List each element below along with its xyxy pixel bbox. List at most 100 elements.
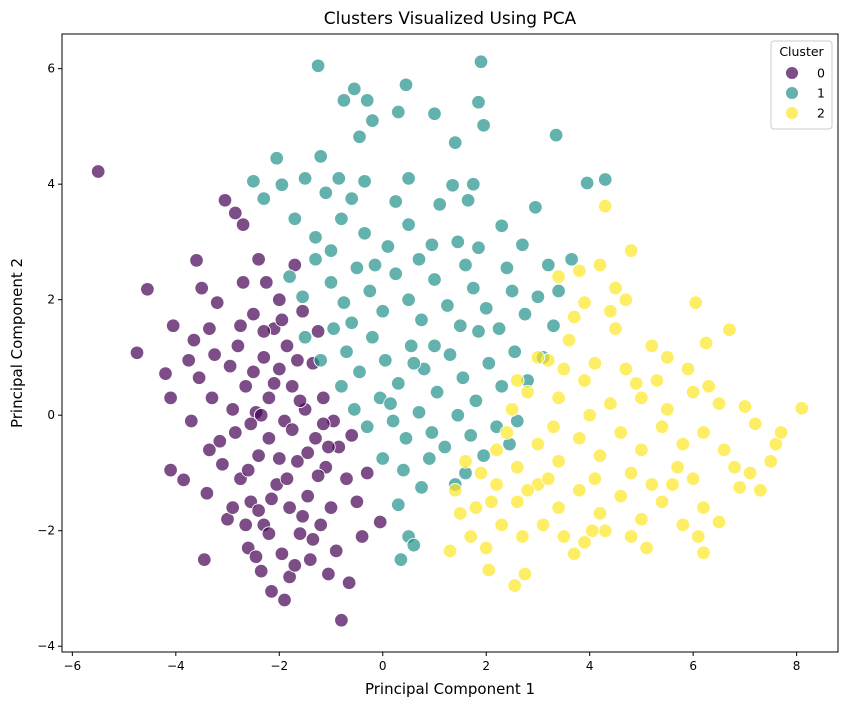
point-cluster-0-72 [349, 494, 365, 510]
point-cluster-0-66 [328, 543, 344, 559]
point-cluster-1-70 [403, 338, 419, 354]
plot-points-layer [90, 54, 810, 628]
point-cluster-1-41 [564, 252, 579, 267]
point-cluster-0-73 [354, 529, 370, 544]
point-cluster-1-42 [282, 269, 297, 284]
point-cluster-2-35 [696, 425, 711, 440]
point-cluster-2-86 [608, 321, 623, 336]
legend-label-2: 2 [817, 106, 825, 121]
point-cluster-2-25 [685, 384, 701, 400]
point-cluster-2-64 [639, 540, 654, 556]
point-cluster-2-7 [644, 338, 660, 354]
point-cluster-1-24 [528, 200, 543, 215]
point-cluster-1-113 [388, 194, 403, 209]
point-cluster-1-4 [398, 77, 414, 93]
point-cluster-1-28 [256, 191, 272, 206]
point-cluster-0-11 [197, 552, 212, 567]
point-cluster-0-85 [246, 364, 261, 380]
point-cluster-1-75 [468, 393, 484, 409]
point-cluster-1-53 [427, 272, 442, 287]
point-cluster-1-10 [359, 93, 375, 108]
point-cluster-2-56 [613, 488, 628, 504]
point-cluster-1-67 [365, 329, 380, 345]
point-cluster-0-35 [259, 275, 274, 290]
point-cluster-0-102 [238, 517, 253, 533]
point-cluster-1-63 [313, 353, 328, 368]
point-cluster-0-55 [300, 488, 315, 504]
y-tick-label-2: 0 [47, 408, 55, 422]
point-cluster-0-64 [323, 500, 339, 515]
point-cluster-0-107 [321, 439, 336, 455]
point-cluster-0-3 [158, 366, 173, 381]
y-tick-label-4: 4 [47, 177, 55, 191]
point-cluster-0-30 [251, 252, 266, 267]
point-cluster-2-34 [716, 442, 732, 458]
point-cluster-2-9 [698, 335, 714, 351]
point-cluster-2-62 [691, 529, 706, 544]
point-cluster-1-104 [323, 243, 339, 258]
point-cluster-0-38 [264, 584, 279, 599]
point-cluster-0-46 [279, 338, 295, 354]
point-cluster-0-100 [186, 332, 202, 348]
x-tick-label-0: −6 [63, 659, 81, 673]
point-cluster-0-90 [272, 451, 287, 466]
point-cluster-0-42 [272, 361, 287, 377]
point-cluster-0-58 [308, 431, 323, 446]
point-cluster-0-95 [295, 509, 310, 524]
point-cluster-2-84 [773, 425, 789, 440]
point-cluster-0-15 [212, 433, 228, 449]
point-cluster-0-70 [341, 575, 357, 590]
point-cluster-0-76 [184, 413, 199, 429]
point-cluster-2-83 [742, 465, 758, 481]
point-cluster-2-79 [585, 523, 600, 538]
point-cluster-1-95 [396, 462, 411, 478]
point-cluster-1-14 [269, 150, 284, 166]
point-cluster-0-106 [292, 393, 308, 409]
point-cluster-2-90 [623, 465, 639, 481]
point-cluster-2-100 [577, 295, 592, 310]
point-cluster-2-53 [551, 500, 566, 515]
point-cluster-0-52 [292, 526, 308, 541]
point-cluster-2-59 [675, 517, 691, 533]
point-cluster-0-87 [256, 324, 272, 339]
point-cluster-1-80 [334, 379, 349, 394]
point-cluster-2-81 [665, 477, 680, 492]
point-cluster-1-44 [308, 252, 323, 267]
y-tick-label-1: −2 [37, 524, 55, 538]
point-cluster-2-61 [711, 514, 727, 530]
point-cluster-2-95 [587, 471, 603, 486]
y-axis: −4 −2 0 2 4 6 [37, 62, 62, 653]
point-cluster-2-63 [696, 545, 711, 560]
point-cluster-1-69 [391, 376, 406, 391]
point-cluster-1-73 [442, 347, 458, 362]
point-cluster-1-19 [344, 191, 359, 206]
point-cluster-0-78 [199, 485, 215, 501]
point-cluster-1-81 [347, 402, 362, 417]
point-cluster-2-44 [510, 459, 525, 475]
point-cluster-0-49 [284, 379, 300, 394]
point-cluster-0-75 [372, 514, 388, 530]
point-cluster-1-115 [432, 197, 447, 212]
point-cluster-0-88 [261, 526, 277, 541]
point-cluster-2-41 [572, 431, 587, 446]
point-cluster-1-39 [515, 237, 530, 253]
point-cluster-1-50 [388, 266, 403, 281]
point-cluster-2-3 [572, 263, 587, 279]
point-cluster-2-70 [515, 529, 530, 544]
point-cluster-0-80 [215, 457, 230, 472]
point-cluster-1-108 [499, 260, 515, 276]
point-cluster-1-85 [398, 431, 414, 446]
point-cluster-0-77 [191, 370, 207, 385]
point-cluster-0-43 [274, 546, 290, 562]
point-cluster-2-5 [592, 257, 608, 273]
point-cluster-2-0 [597, 198, 613, 214]
point-cluster-1-55 [453, 318, 468, 333]
point-cluster-0-63 [321, 566, 336, 582]
point-cluster-0-1 [129, 345, 145, 361]
point-cluster-1-7 [471, 94, 486, 110]
point-cluster-2-8 [688, 295, 703, 310]
point-cluster-1-56 [466, 280, 481, 296]
point-cluster-0-68 [334, 612, 349, 628]
point-cluster-0-74 [359, 465, 375, 481]
point-cluster-1-1 [347, 81, 362, 97]
